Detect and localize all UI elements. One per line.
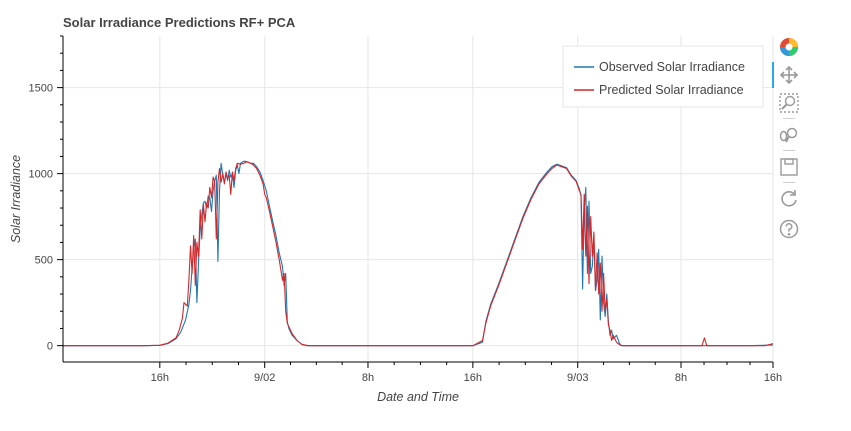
legend-box [562,45,764,108]
box-zoom-tool-icon[interactable] [778,92,800,114]
bokeh-logo-icon[interactable] [778,36,800,58]
legend-label-observed: Observed Solar Irradiance [599,60,745,74]
help-tool-icon[interactable] [778,218,800,240]
chart-title: Solar Irradiance Predictions RF+ PCA [63,15,296,30]
y-tick-label: 1500 [29,83,53,95]
chart-toolbar [772,34,806,244]
reset-tool-icon[interactable] [778,187,800,209]
toolbar-divider [783,150,795,151]
x-axis-label: Date and Time [377,390,459,404]
legend: Observed Solar Irradiance Predicted Sola… [562,45,764,108]
series-line-predicted [63,161,774,347]
series-layer [63,160,774,347]
x-tick-label: 16h [151,372,169,384]
x-tick-label: 9/03 [567,372,588,384]
y-tick-label: 0 [47,341,53,353]
active-tool-indicator [772,62,774,88]
y-axis-label: Solar Irradiance [9,155,23,243]
x-tick-label: 9/02 [254,372,275,384]
axes: 16h 9/02 8h 16h 9/03 8h 16h 0 500 1000 1500 [29,35,782,384]
toolbar-divider [783,118,795,119]
save-tool-icon[interactable] [778,156,800,178]
x-tick-label: 8h [362,372,374,384]
toolbar-divider [783,182,795,183]
y-tick-label: 500 [35,255,53,267]
x-tick-label: 16h [764,372,782,384]
pan-tool-icon[interactable] [778,64,800,86]
y-tick-label: 1000 [29,169,53,181]
x-tick-label: 16h [464,372,482,384]
wheel-zoom-tool-icon[interactable] [778,124,800,146]
x-tick-label: 8h [675,372,687,384]
legend-label-predicted: Predicted Solar Irradiance [599,83,744,97]
